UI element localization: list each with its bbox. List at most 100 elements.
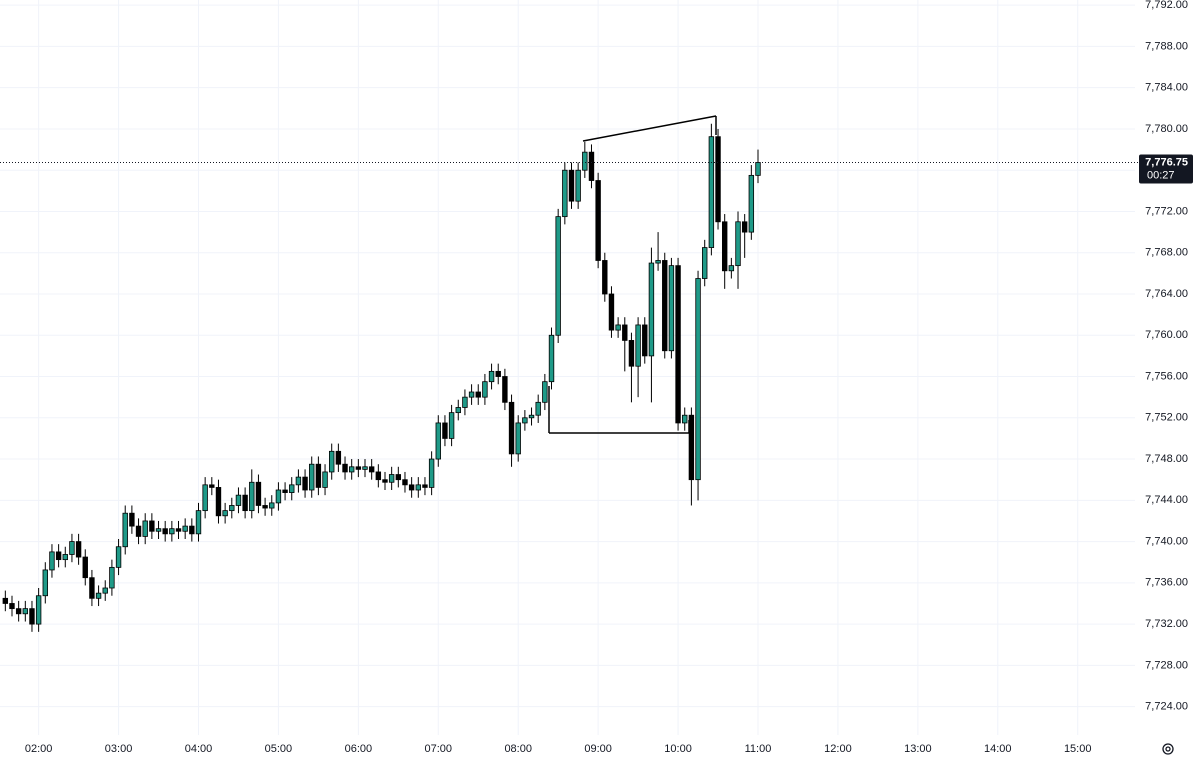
candle-body	[155, 528, 162, 532]
candle-body	[202, 484, 208, 512]
candle-body	[235, 494, 242, 506]
candle-body	[169, 528, 175, 535]
y-tick-label: 7,784.00	[1145, 82, 1188, 94]
candle-body	[515, 422, 521, 455]
grid	[0, 0, 1135, 735]
candle-body	[435, 422, 441, 460]
x-tick-label: 05:00	[265, 743, 293, 755]
settings-icon[interactable]	[1162, 743, 1174, 755]
candle-body	[342, 463, 348, 473]
candle-body	[49, 551, 55, 571]
candle-body	[728, 265, 735, 272]
candle-body	[22, 608, 29, 615]
candle-body	[9, 603, 15, 610]
candle-body	[755, 162, 761, 176]
candle-body	[675, 265, 681, 424]
candle-body	[135, 525, 142, 537]
candle-body	[568, 169, 575, 202]
candle-body	[195, 510, 202, 535]
candle-body	[408, 484, 415, 491]
candle-body	[695, 278, 701, 481]
y-tick-label: 7,724.00	[1145, 701, 1188, 713]
candle-body	[75, 541, 82, 558]
candle-body	[362, 466, 368, 470]
candle-body	[588, 151, 595, 181]
candle-body	[102, 587, 108, 594]
candle-body	[602, 260, 608, 295]
candle-body	[109, 566, 115, 589]
candle-body	[508, 401, 515, 455]
candle-body	[535, 401, 541, 416]
candle-body	[682, 414, 688, 424]
candle-body	[215, 487, 222, 517]
candle-body	[715, 136, 721, 223]
candle-body	[502, 376, 508, 403]
candle-body	[482, 381, 488, 398]
candle-body	[748, 174, 755, 233]
x-tick-label: 14:00	[984, 743, 1012, 755]
candle-body	[315, 463, 322, 488]
candles	[0, 123, 1140, 632]
y-tick-label: 7,788.00	[1145, 40, 1188, 52]
gear-outer[interactable]	[1162, 743, 1174, 755]
y-tick-label: 7,792.00	[1145, 0, 1188, 11]
candle-body	[462, 396, 468, 408]
candle-body	[249, 481, 255, 512]
candle-body	[595, 180, 601, 261]
y-tick-label: 7,752.00	[1145, 412, 1188, 424]
candle-body	[488, 370, 495, 383]
candle-body	[635, 324, 641, 367]
candle-body	[89, 577, 95, 599]
candle-body	[95, 592, 102, 599]
candle-body	[295, 476, 302, 486]
candle-body	[189, 525, 195, 535]
candle-body	[582, 151, 588, 171]
candle-body	[55, 551, 62, 561]
candle-body	[522, 417, 528, 424]
gear-inner[interactable]	[1165, 746, 1171, 752]
candle-body	[402, 479, 408, 486]
candle-body	[82, 556, 88, 579]
candle-body	[708, 136, 715, 248]
candle-body	[42, 569, 48, 597]
x-tick-label: 08:00	[504, 743, 532, 755]
candle-body	[162, 528, 168, 535]
x-tick-label: 13:00	[904, 743, 932, 755]
candle-body	[35, 595, 42, 625]
candle-body	[608, 293, 615, 331]
candle-body	[222, 510, 228, 517]
candle-body	[688, 414, 695, 481]
candle-body	[655, 260, 661, 264]
candle-body	[702, 247, 708, 279]
candle-body	[15, 608, 22, 615]
y-tick-label: 7,760.00	[1145, 329, 1188, 341]
candle-body	[475, 391, 481, 398]
candle-body	[335, 450, 342, 465]
y-tick-label: 7,764.00	[1145, 288, 1188, 300]
axes: 7,724.00 7,728.00 7,732.00 7,736.00 7,740.00…	[25, 0, 1193, 755]
y-tick-label: 7,756.00	[1145, 370, 1188, 382]
candle-body	[69, 541, 75, 555]
candle-body	[455, 407, 461, 414]
candle-body	[468, 391, 475, 398]
candle-body	[662, 260, 668, 352]
x-tick-label: 11:00	[745, 743, 772, 755]
candle-body	[29, 608, 35, 625]
candle-body	[642, 324, 648, 357]
candle-body	[282, 489, 288, 493]
candle-body	[329, 450, 335, 473]
candle-body	[548, 334, 555, 383]
candle-body	[528, 414, 535, 419]
countdown-label: 00:27	[1147, 169, 1175, 181]
candle-body	[275, 489, 282, 504]
candle-body	[648, 262, 655, 357]
y-tick-label: 7,740.00	[1145, 535, 1188, 547]
candle-body	[415, 484, 421, 491]
candle-body	[255, 481, 262, 506]
candle-body	[175, 528, 182, 532]
candle-body	[115, 546, 122, 568]
y-tick-label: 7,768.00	[1145, 247, 1188, 259]
candle-body	[289, 484, 295, 493]
candle-body	[542, 381, 548, 403]
x-tick-label: 04:00	[185, 743, 213, 755]
